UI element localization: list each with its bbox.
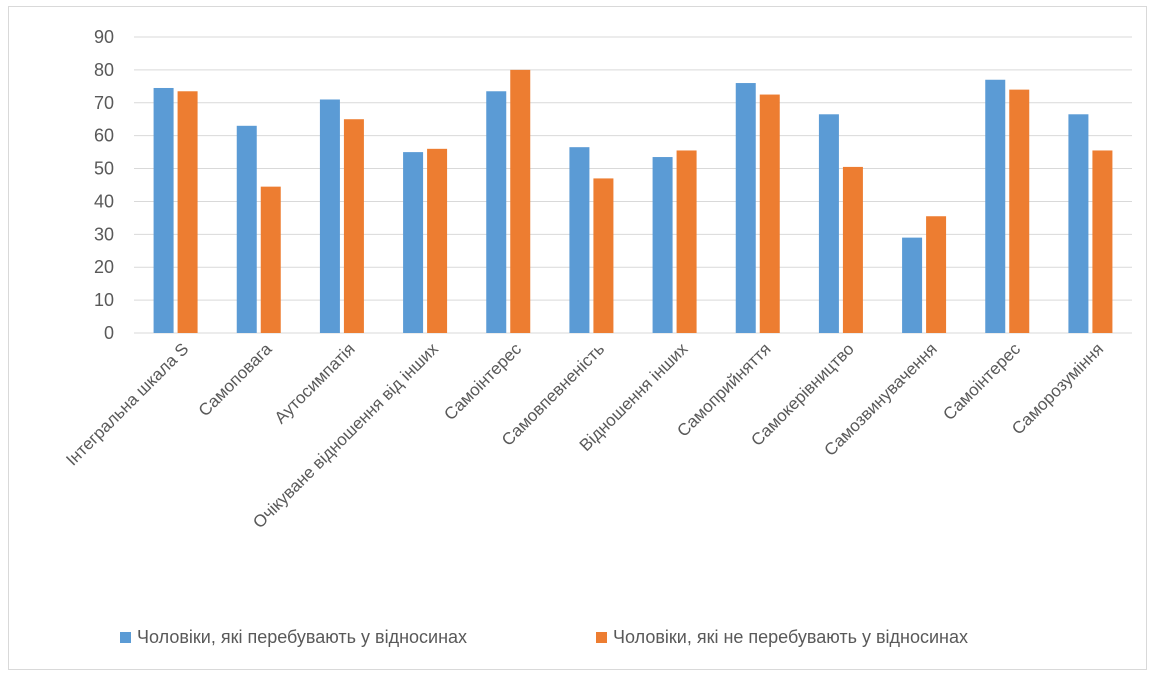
bar-not-in-relationship bbox=[344, 119, 364, 333]
y-tick-label: 90 bbox=[94, 27, 114, 47]
x-tick-label: Самоінтерес bbox=[440, 339, 525, 424]
y-tick-label: 20 bbox=[94, 257, 114, 277]
bar-not-in-relationship bbox=[677, 150, 697, 333]
bar-not-in-relationship bbox=[261, 187, 281, 333]
x-tick-label: Аутосимпатія bbox=[271, 339, 359, 427]
x-tick-label: Самоповага bbox=[195, 339, 276, 420]
bar-not-in-relationship bbox=[843, 167, 863, 333]
legend-swatch bbox=[120, 632, 131, 643]
bar-not-in-relationship bbox=[760, 95, 780, 333]
y-tick-label: 30 bbox=[94, 224, 114, 244]
bar-not-in-relationship bbox=[926, 216, 946, 333]
bar-in-relationship bbox=[320, 99, 340, 333]
bar-not-in-relationship bbox=[1092, 150, 1112, 333]
bar-not-in-relationship bbox=[178, 91, 198, 333]
bar-not-in-relationship bbox=[510, 70, 530, 333]
bar-in-relationship bbox=[985, 80, 1005, 333]
bar-in-relationship bbox=[486, 91, 506, 333]
bar-in-relationship bbox=[736, 83, 756, 333]
x-tick-label: Самоінтерес bbox=[939, 339, 1024, 424]
y-tick-label: 10 bbox=[94, 290, 114, 310]
legend-label: Чоловіки, які перебувають у відносинах bbox=[137, 627, 467, 647]
bar-in-relationship bbox=[819, 114, 839, 333]
bar-in-relationship bbox=[569, 147, 589, 333]
legend-label: Чоловіки, які не перебувають у відносина… bbox=[613, 627, 968, 647]
bar-in-relationship bbox=[237, 126, 257, 333]
bar-in-relationship bbox=[653, 157, 673, 333]
y-tick-label: 40 bbox=[94, 191, 114, 211]
x-tick-label: Інтегральна шкала S bbox=[62, 339, 192, 469]
bar-not-in-relationship bbox=[593, 178, 613, 333]
bar-in-relationship bbox=[1068, 114, 1088, 333]
x-tick-label: Саморозуміння bbox=[1008, 339, 1107, 438]
bar-in-relationship bbox=[154, 88, 174, 333]
y-tick-label: 70 bbox=[94, 93, 114, 113]
legend-swatch bbox=[596, 632, 607, 643]
bar-not-in-relationship bbox=[427, 149, 447, 333]
y-tick-label: 60 bbox=[94, 126, 114, 146]
bar-in-relationship bbox=[902, 238, 922, 333]
bar-not-in-relationship bbox=[1009, 90, 1029, 333]
y-tick-label: 0 bbox=[104, 323, 114, 343]
y-tick-label: 50 bbox=[94, 159, 114, 179]
bar-in-relationship bbox=[403, 152, 423, 333]
x-tick-label: Очікуване відношення від інших bbox=[249, 339, 442, 532]
y-tick-label: 80 bbox=[94, 60, 114, 80]
